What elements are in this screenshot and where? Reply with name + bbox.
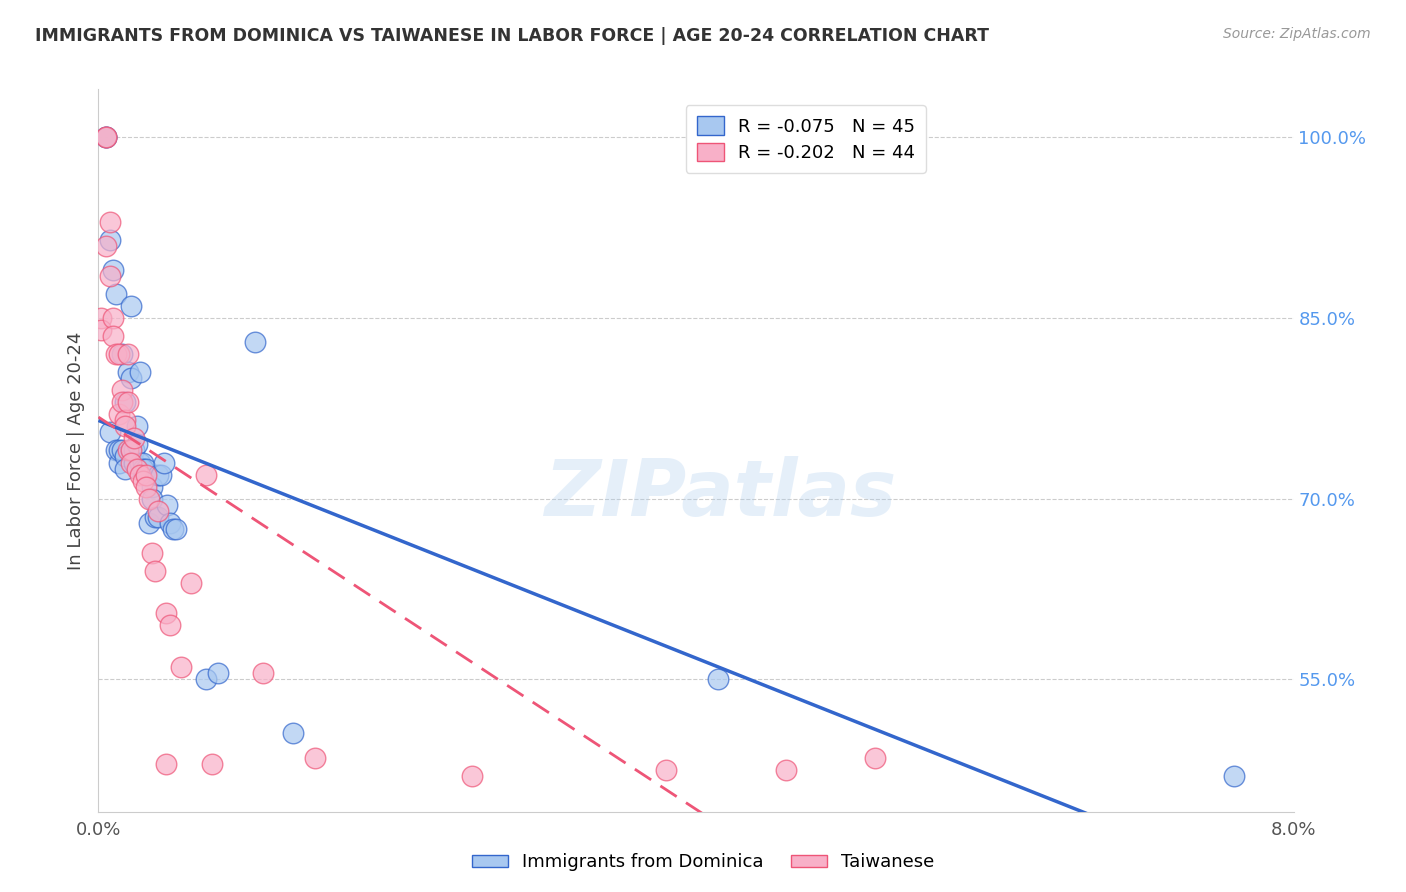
Point — [129, 365, 152, 379]
Point — [132, 474, 155, 488]
Point — [124, 443, 146, 458]
Point — [148, 509, 170, 524]
Point — [461, 769, 484, 783]
Point — [304, 750, 326, 764]
Point — [155, 606, 177, 620]
Point — [129, 455, 152, 469]
Point — [105, 443, 128, 458]
Point — [94, 130, 117, 145]
Point — [132, 461, 155, 475]
Point — [138, 491, 160, 506]
Point — [111, 443, 134, 458]
Point — [148, 503, 170, 517]
Point — [141, 546, 163, 560]
Point — [124, 432, 146, 446]
Text: Source: ZipAtlas.com: Source: ZipAtlas.com — [1223, 27, 1371, 41]
Point — [124, 455, 146, 469]
Point — [245, 334, 267, 349]
Point — [159, 618, 181, 632]
Point — [169, 660, 191, 674]
Point — [105, 286, 128, 301]
Point — [120, 443, 142, 458]
Point — [127, 419, 149, 434]
Point — [103, 329, 125, 343]
Point — [90, 323, 112, 337]
Point — [108, 443, 131, 458]
Point — [111, 347, 134, 361]
Point — [111, 395, 134, 409]
Legend: Immigrants from Dominica, Taiwanese: Immigrants from Dominica, Taiwanese — [464, 847, 942, 879]
Point — [90, 310, 112, 325]
Point — [707, 673, 730, 687]
Point — [153, 455, 176, 469]
Point — [98, 425, 122, 440]
Point — [120, 443, 142, 458]
Point — [98, 214, 122, 228]
Point — [94, 130, 117, 145]
Point — [120, 371, 142, 385]
Point — [865, 750, 887, 764]
Point — [201, 756, 224, 771]
Point — [135, 461, 157, 475]
Point — [114, 413, 136, 427]
Point — [143, 564, 166, 578]
Point — [111, 384, 134, 398]
Point — [775, 763, 797, 777]
Point — [127, 461, 149, 475]
Point — [143, 509, 166, 524]
Point — [127, 437, 149, 451]
Point — [94, 130, 117, 145]
Point — [94, 130, 117, 145]
Point — [159, 516, 181, 530]
Point — [156, 498, 179, 512]
Y-axis label: In Labor Force | Age 20-24: In Labor Force | Age 20-24 — [66, 331, 84, 570]
Point — [129, 467, 152, 482]
Point — [117, 365, 139, 379]
Point — [281, 726, 304, 740]
Point — [114, 419, 136, 434]
Point — [148, 467, 170, 482]
Point — [108, 347, 131, 361]
Point — [155, 756, 177, 771]
Point — [120, 455, 142, 469]
Point — [117, 395, 139, 409]
Point — [150, 467, 173, 482]
Point — [1223, 769, 1246, 783]
Point — [108, 407, 131, 421]
Point — [165, 522, 187, 536]
Point — [105, 347, 128, 361]
Point — [180, 576, 202, 591]
Point — [195, 673, 218, 687]
Point — [141, 491, 163, 506]
Point — [117, 443, 139, 458]
Point — [252, 666, 274, 681]
Point — [655, 763, 678, 777]
Point — [135, 480, 157, 494]
Text: IMMIGRANTS FROM DOMINICA VS TAIWANESE IN LABOR FORCE | AGE 20-24 CORRELATION CHA: IMMIGRANTS FROM DOMINICA VS TAIWANESE IN… — [35, 27, 990, 45]
Point — [135, 467, 157, 482]
Point — [114, 450, 136, 464]
Point — [94, 238, 117, 253]
Text: ZIPatlas: ZIPatlas — [544, 456, 896, 532]
Point — [98, 268, 122, 283]
Point — [114, 395, 136, 409]
Point — [141, 480, 163, 494]
Point — [162, 522, 184, 536]
Point — [120, 299, 142, 313]
Point — [138, 516, 160, 530]
Point — [207, 666, 229, 681]
Point — [103, 263, 125, 277]
Point — [114, 461, 136, 475]
Point — [108, 455, 131, 469]
Point — [117, 347, 139, 361]
Point — [98, 233, 122, 247]
Point — [132, 455, 155, 469]
Point — [195, 467, 218, 482]
Point — [103, 310, 125, 325]
Legend: R = -0.075   N = 45, R = -0.202   N = 44: R = -0.075 N = 45, R = -0.202 N = 44 — [686, 105, 927, 173]
